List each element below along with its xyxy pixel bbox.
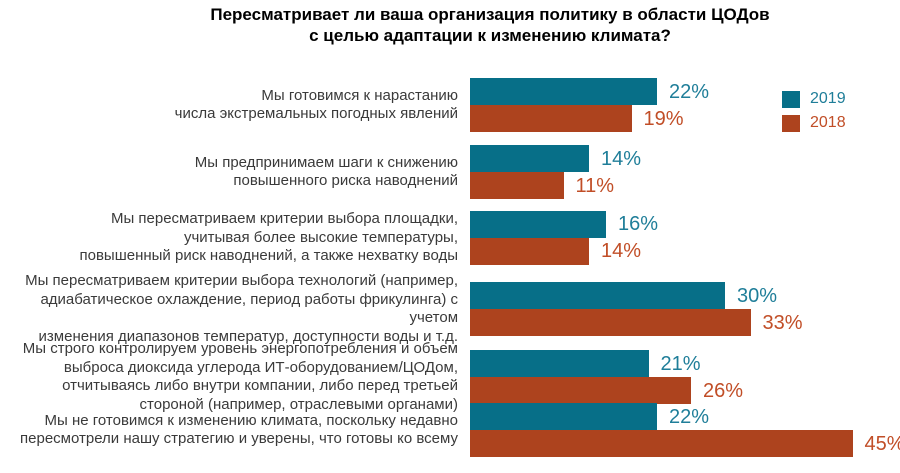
bar-pair: 14% 11% (470, 145, 641, 199)
value-label-2019: 22% (669, 80, 710, 103)
bar-2018 (470, 105, 632, 132)
value-label-2019: 16% (618, 213, 659, 236)
bar-line-2018: 19% (470, 105, 709, 132)
category-label: Мы пересматриваем критерии выбора технол… (25, 272, 458, 345)
bar-2019 (470, 282, 725, 309)
value-label-2018: 14% (601, 240, 642, 263)
bar-pair: 16% 14% (470, 210, 659, 265)
chart-title: Пересматривает ли ваша организация полит… (80, 4, 900, 46)
bar-2018 (470, 377, 691, 404)
value-label-2019: 14% (601, 147, 642, 170)
bar-pair: 30% 33% (470, 282, 803, 336)
bar-2018 (470, 172, 564, 199)
chart-row: Мы не готовимся к изменению климата, пос… (0, 403, 900, 457)
bar-line-2019: 21% (470, 350, 743, 377)
bar-pair: 21% 26% (470, 350, 743, 404)
bar-line-2018: 26% (470, 377, 743, 404)
bar-2018 (470, 430, 853, 457)
value-label-2019: 21% (660, 352, 701, 375)
chart-row: Мы предпринимаем шаги к снижению повышен… (0, 145, 900, 199)
category-label: Мы строго контролируем уровень энергопот… (22, 340, 458, 413)
chart-row: Мы пересматриваем критерии выбора технол… (0, 272, 900, 346)
value-label-2018: 19% (643, 107, 684, 130)
bar-2019 (470, 210, 606, 238)
chart-row: Мы строго контролируем уровень энергопот… (0, 340, 900, 414)
chart-row: Мы готовимся к нарастанию числа экстрема… (0, 78, 900, 132)
bar-2019 (470, 350, 649, 377)
legend-label-2019: 2019 (810, 90, 846, 107)
bar-2019 (470, 78, 657, 105)
legend-swatch-2018 (782, 114, 800, 132)
legend-label-2018: 2018 (810, 114, 846, 131)
bar-line-2019: 30% (470, 282, 803, 309)
value-label-2018: 26% (703, 379, 744, 402)
value-label-2018: 33% (762, 311, 803, 334)
bar-line-2018: 45% (470, 430, 900, 457)
value-label-2019: 30% (737, 284, 778, 307)
category-label: Мы пересматриваем критерии выбора площад… (79, 210, 458, 264)
category-label: Мы не готовимся к изменению климата, пос… (20, 411, 458, 448)
category-label: Мы предпринимаем шаги к снижению повышен… (194, 153, 458, 190)
chart-title-line1: Пересматривает ли ваша организация полит… (210, 5, 770, 24)
bar-line-2019: 16% (470, 210, 659, 238)
legend-item-2019: 2019 (782, 90, 846, 108)
legend-swatch-2019 (782, 90, 800, 108)
bar-2018 (470, 309, 751, 336)
legend-item-2018: 2018 (782, 114, 846, 132)
value-label-2018: 11% (575, 174, 615, 197)
bar-line-2018: 33% (470, 309, 803, 336)
bar-2019 (470, 145, 589, 172)
chart-title-line2: с целью адаптации к изменению климата? (309, 26, 671, 45)
bar-line-2019: 22% (470, 403, 900, 430)
bar-pair: 22% 45% (470, 403, 900, 457)
bar-pair: 22% 19% (470, 78, 709, 132)
bar-2019 (470, 403, 657, 430)
bar-line-2019: 22% (470, 78, 709, 105)
category-label: Мы готовимся к нарастанию числа экстрема… (174, 86, 458, 123)
bar-line-2019: 14% (470, 145, 641, 172)
bar-2018 (470, 237, 589, 265)
value-label-2019: 22% (669, 405, 710, 428)
chart-row: Мы пересматриваем критерии выбора площад… (0, 210, 900, 266)
bar-line-2018: 14% (470, 237, 658, 265)
legend: 2019 2018 (782, 90, 846, 132)
value-label-2018: 45% (864, 432, 900, 455)
bar-line-2018: 11% (470, 172, 641, 199)
